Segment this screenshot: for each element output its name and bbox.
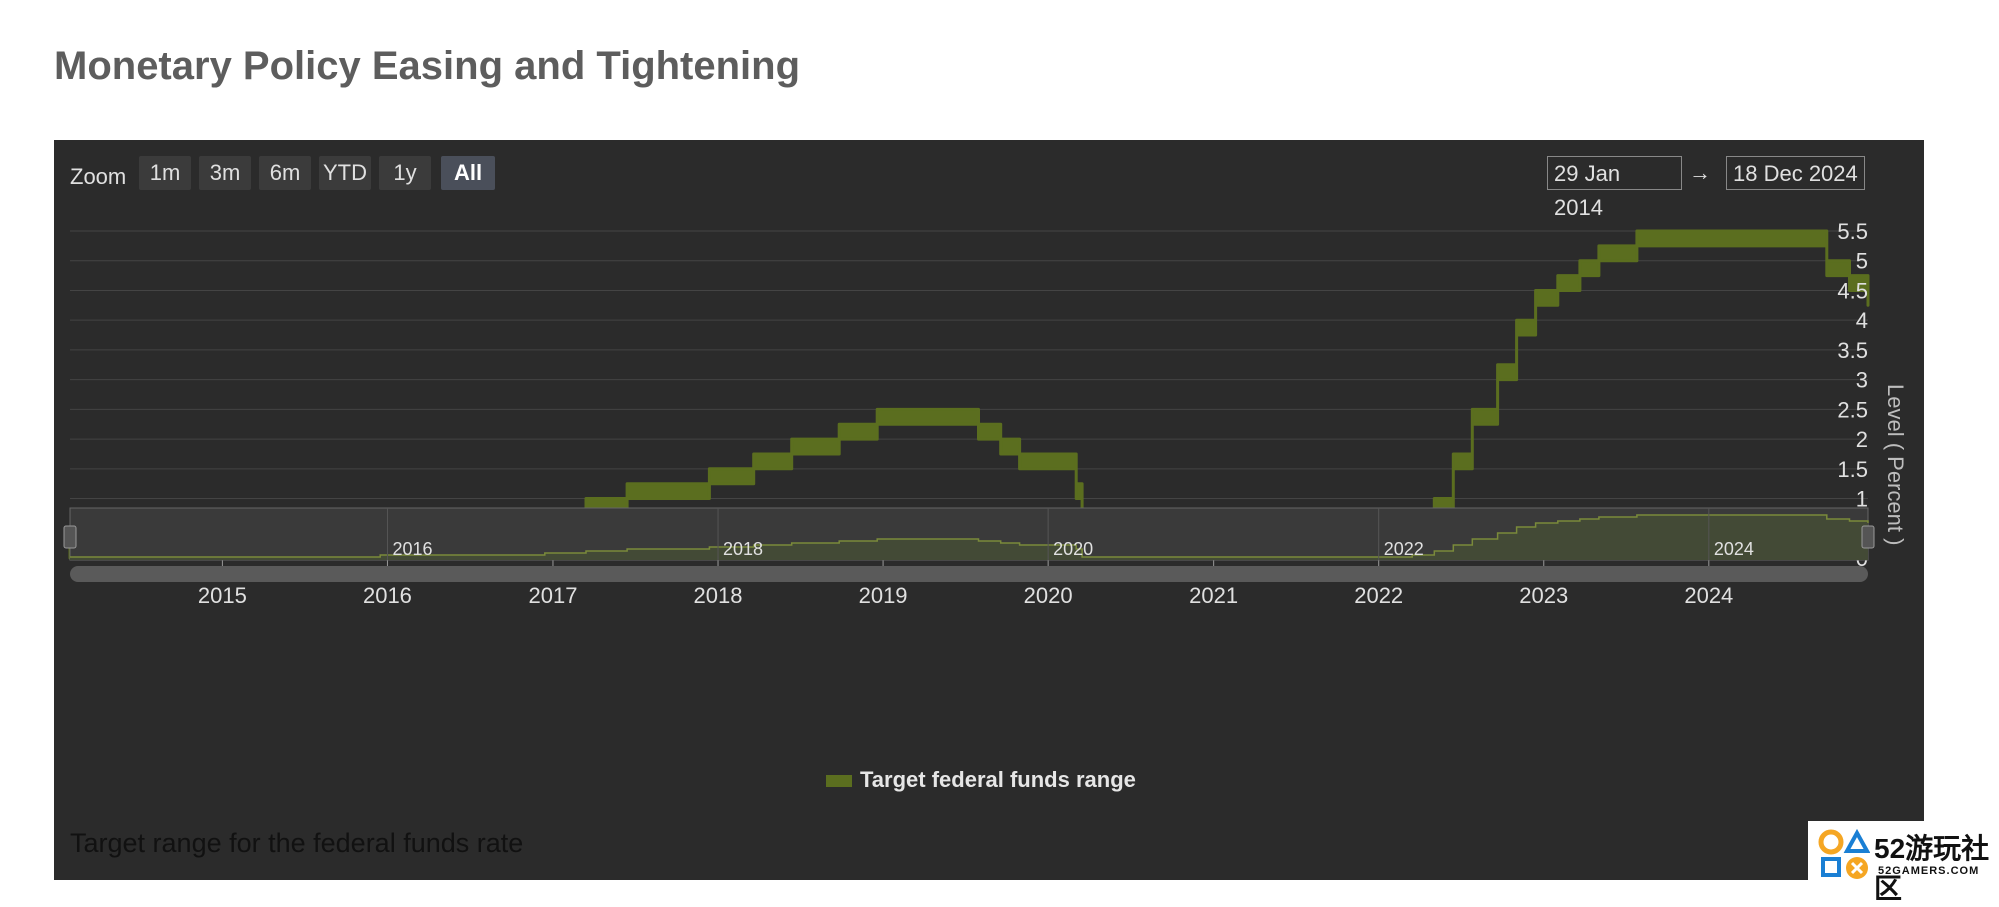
chart-panel: 00.511.522.533.544.555.5 201520162017201… (54, 140, 1924, 880)
to-date-input[interactable]: 18 Dec 2024 (1726, 156, 1865, 190)
y-tick-label: 3.5 (1837, 338, 1868, 363)
navigator-tick-label: 2024 (1714, 539, 1754, 559)
zoom-all-button[interactable]: All (441, 156, 495, 190)
y-axis-title: Level ( Percent ) (1883, 384, 1908, 545)
legend-label: Target federal funds range (860, 767, 1136, 792)
zoom-1y-button[interactable]: 1y (379, 156, 431, 190)
navigator-right-handle[interactable] (1861, 525, 1875, 549)
x-axis: 2015 2016 2017 2018 2019 2020 2021 2022 2023 2024 (198, 558, 1733, 608)
y-tick-label: 1.5 (1837, 457, 1868, 482)
zoom-3m-button[interactable]: 3m (199, 156, 251, 190)
from-date-input[interactable]: 29 Jan 2014 (1547, 156, 1682, 220)
x-tick-label: 2015 (198, 583, 247, 608)
legend-item[interactable]: Target federal funds range (826, 765, 1136, 795)
x-tick-label: 2020 (1024, 583, 1073, 608)
navigator[interactable]: 2016 2018 2020 2022 2024 (63, 507, 1875, 582)
x-tick-label: 2024 (1684, 583, 1733, 608)
chart-svg: 00.511.522.533.544.555.5 201520162017201… (63, 219, 1908, 608)
date-range-arrow: → (1689, 160, 1711, 185)
zoom-label: Zoom (70, 164, 127, 189)
y-tick-label: 4 (1856, 308, 1868, 333)
zoom-6m-button[interactable]: 6m (259, 156, 311, 190)
series-band (68, 229, 1870, 560)
x-tick-label: 2018 (694, 583, 743, 608)
navigator-tick-label: 2018 (723, 539, 763, 559)
watermark: 52游玩社区 52GAMERS.COM (1808, 821, 1999, 904)
y-tick-label: 5 (1856, 249, 1868, 274)
navigator-tick-label: 2020 (1053, 539, 1093, 559)
y-tick-label: 5.5 (1837, 219, 1868, 244)
x-tick-label: 2019 (859, 583, 908, 608)
navigator-tick-label: 2022 (1384, 539, 1424, 559)
x-tick-label: 2022 (1354, 583, 1403, 608)
navigator-left-handle[interactable] (63, 525, 77, 549)
watermark-subtext: 52GAMERS.COM (1878, 865, 1980, 877)
page-title: Monetary Policy Easing and Tightening (54, 44, 801, 88)
x-tick-label: 2021 (1189, 583, 1238, 608)
x-tick-label: 2017 (528, 583, 577, 608)
y-tick-label: 1 (1856, 487, 1868, 512)
navigator-scrollbar[interactable] (70, 566, 1868, 582)
legend-swatch (826, 775, 852, 788)
zoom-1m-button[interactable]: 1m (139, 156, 191, 190)
x-tick-label: 2016 (363, 583, 412, 608)
chart-caption: Target range for the federal funds rate (70, 828, 524, 858)
zoom-ytd-button[interactable]: YTD (319, 156, 371, 190)
navigator-area (70, 515, 1868, 560)
series-layer (68, 229, 1870, 560)
y-tick-label: 2 (1856, 427, 1868, 452)
x-tick-label: 2023 (1519, 583, 1568, 608)
y-tick-label: 2.5 (1837, 397, 1868, 422)
y-tick-label: 3 (1856, 368, 1868, 393)
navigator-tick-label: 2016 (392, 539, 432, 559)
range-selector: Zoom 1m 3m 6m YTD 1y All 29 Jan 2014 → 1… (54, 156, 1924, 220)
watermark-logo-icon (1818, 829, 1870, 879)
y-tick-label: 4.5 (1837, 278, 1868, 303)
navigator-line (70, 514, 1869, 558)
